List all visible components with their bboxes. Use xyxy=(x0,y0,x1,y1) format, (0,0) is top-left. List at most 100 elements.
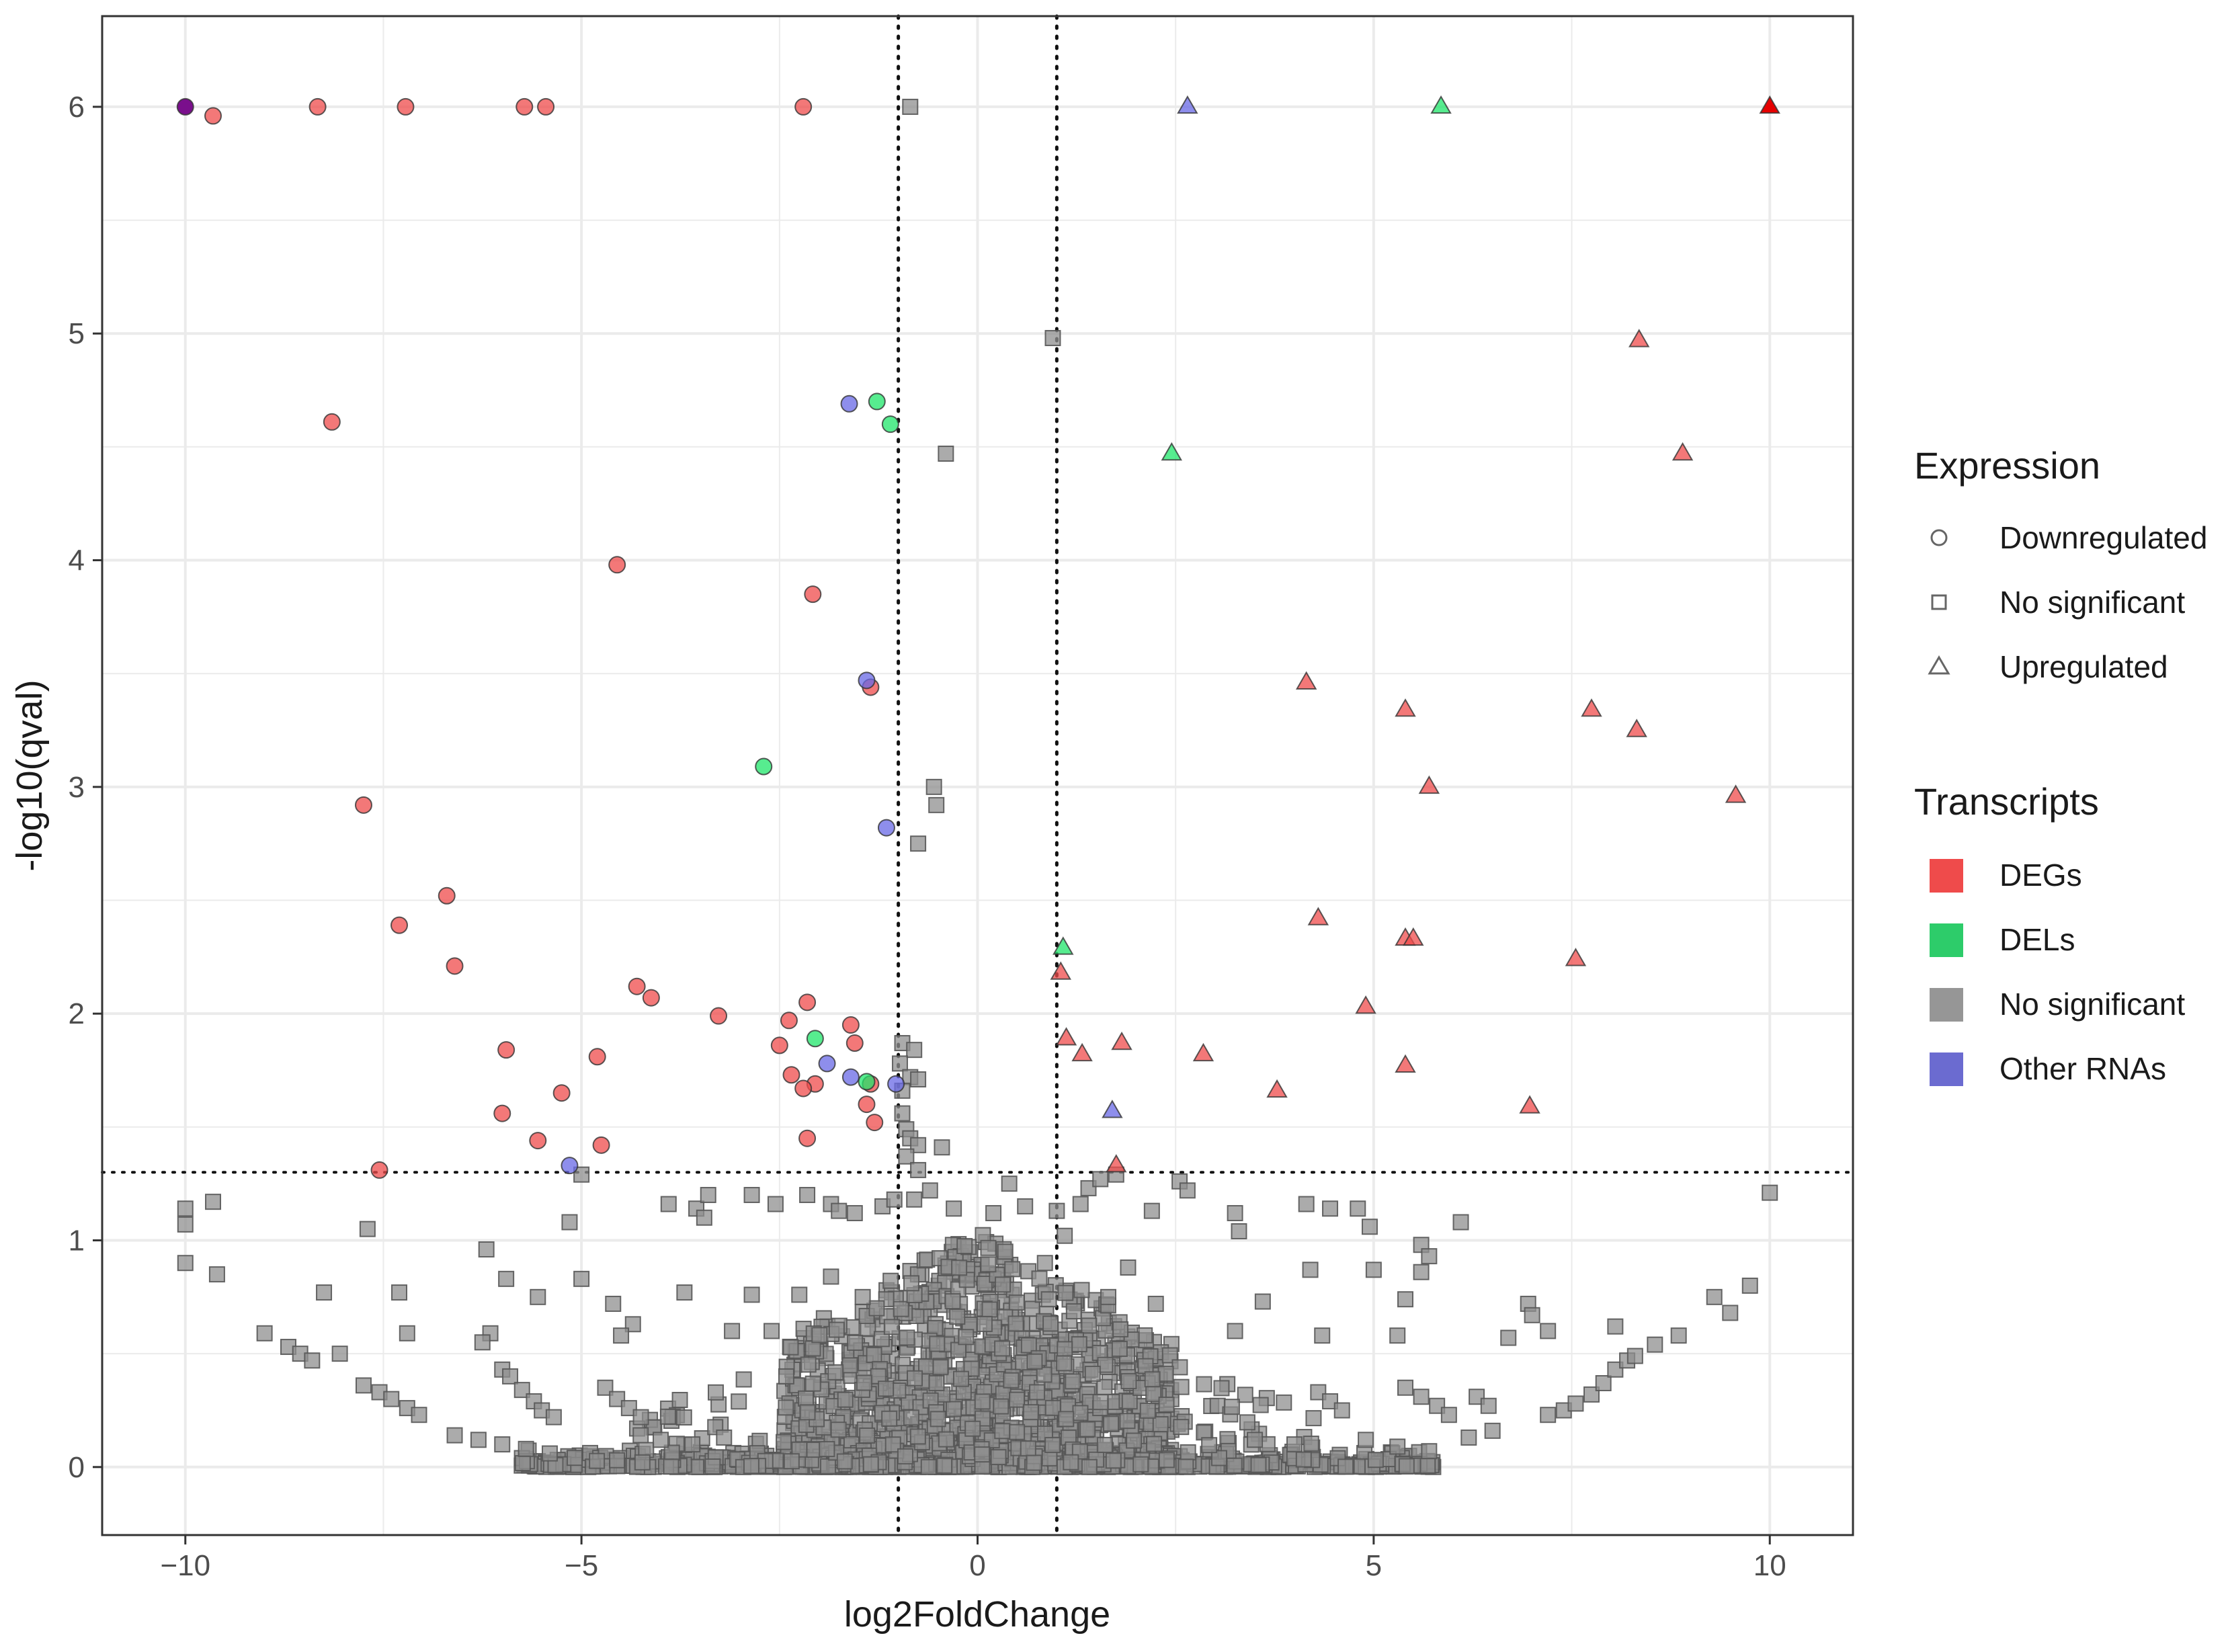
no-significant-point xyxy=(573,1270,590,1287)
no-significant-point xyxy=(1252,1397,1269,1413)
no-significant-point xyxy=(1247,1432,1264,1448)
upregulated-point xyxy=(1759,95,1780,114)
no-significant-point xyxy=(952,1370,969,1387)
no-significant-point xyxy=(696,1209,712,1226)
no-significant-point xyxy=(1158,1452,1175,1469)
no-significant-point xyxy=(541,1445,558,1462)
no-significant-point xyxy=(949,1309,966,1325)
no-significant-point xyxy=(731,1393,747,1410)
no-significant-point xyxy=(1065,1373,1081,1390)
upregulated-point xyxy=(1725,784,1747,803)
downregulated-point xyxy=(806,1030,824,1048)
no-significant-point xyxy=(304,1352,321,1369)
no-significant-point xyxy=(1171,1359,1188,1376)
no-significant-point xyxy=(1044,329,1061,346)
no-significant-point xyxy=(494,1436,511,1453)
no-significant-point xyxy=(938,1431,954,1448)
downregulated-point xyxy=(561,1157,579,1175)
downregulated-point xyxy=(841,1016,860,1034)
no-significant-point xyxy=(567,1450,583,1467)
downregulated-point xyxy=(798,993,817,1011)
no-significant-point xyxy=(1020,1440,1036,1457)
no-significant-point xyxy=(716,1429,733,1446)
no-significant-point xyxy=(1254,1293,1271,1310)
downregulated-point xyxy=(588,1048,606,1066)
no-significant-point xyxy=(177,1255,194,1272)
legend: Expression Downregulated No significant Upr… xyxy=(1914,444,2207,1086)
downregulated-point xyxy=(782,1066,800,1084)
no-significant-point xyxy=(1460,1429,1477,1446)
no-significant-point xyxy=(836,1453,853,1470)
no-significant-point xyxy=(928,796,945,813)
no-significant-point xyxy=(902,98,919,115)
no-significant-point xyxy=(883,1319,900,1335)
no-significant-point xyxy=(609,1452,626,1469)
no-significant-point xyxy=(1250,1456,1267,1473)
upregulated-point xyxy=(1071,1042,1093,1062)
downregulated-point xyxy=(710,1007,728,1025)
no-significant-point xyxy=(1500,1329,1517,1346)
upregulated-point xyxy=(1102,1100,1123,1118)
no-significant-point xyxy=(1079,1421,1096,1438)
no-significant-point xyxy=(589,1452,606,1469)
no-significant-point xyxy=(1440,1407,1457,1423)
no-significant-point xyxy=(980,1239,997,1256)
no-significant-point xyxy=(1322,1200,1339,1217)
downregulated-point xyxy=(868,393,886,411)
no-significant-point xyxy=(1231,1223,1247,1239)
no-significant-point xyxy=(513,1382,530,1399)
y-tick-label: 3 xyxy=(69,771,85,804)
no-significant-point xyxy=(1180,1444,1196,1460)
no-significant-point xyxy=(1178,1458,1194,1475)
no-significant-point xyxy=(1413,1264,1430,1280)
no-significant-point xyxy=(1469,1389,1485,1405)
no-significant-point xyxy=(1008,1294,1025,1311)
no-significant-point xyxy=(1036,1255,1053,1272)
no-significant-point xyxy=(632,1427,649,1444)
no-significant-point xyxy=(910,1137,927,1153)
downregulated-point xyxy=(515,97,534,116)
no-significant-point xyxy=(910,835,927,852)
no-significant-point xyxy=(1567,1395,1584,1412)
no-significant-point xyxy=(256,1325,273,1341)
upregulated-point xyxy=(1111,1031,1132,1050)
no-significant-point xyxy=(1333,1402,1350,1419)
no-significant-point xyxy=(1003,1372,1020,1389)
downregulated-point xyxy=(845,1034,864,1052)
no-significant-point xyxy=(1413,1389,1430,1405)
downregulated-point xyxy=(804,585,822,604)
upregulated-point xyxy=(1055,1027,1077,1046)
downregulated-point xyxy=(592,1136,610,1154)
downregulated-point xyxy=(628,977,646,995)
no-significant-point xyxy=(1029,1384,1046,1401)
legend-color-key xyxy=(1930,923,1963,957)
upregulated-point xyxy=(1581,698,1602,717)
no-significant-point xyxy=(1524,1307,1540,1323)
no-significant-point xyxy=(1286,1436,1303,1453)
no-significant-point xyxy=(1072,1405,1089,1421)
no-significant-point xyxy=(1540,1323,1557,1339)
no-significant-point xyxy=(704,1458,721,1475)
no-significant-point xyxy=(1452,1214,1469,1231)
no-significant-point xyxy=(1057,1227,1073,1244)
no-significant-point xyxy=(827,1364,844,1380)
no-significant-point xyxy=(893,1300,909,1317)
no-significant-point xyxy=(1081,1458,1098,1475)
no-significant-point xyxy=(561,1214,578,1231)
upregulated-point xyxy=(1519,1095,1540,1114)
no-significant-point xyxy=(502,1368,519,1385)
no-significant-point xyxy=(976,1276,993,1292)
y-tick-label: 6 xyxy=(69,91,85,124)
no-significant-point xyxy=(399,1325,415,1341)
no-significant-point xyxy=(993,1398,1009,1415)
no-significant-point xyxy=(921,1182,938,1199)
no-significant-point xyxy=(1361,1219,1378,1235)
no-significant-point xyxy=(1365,1262,1382,1278)
no-significant-point xyxy=(208,1266,225,1283)
no-significant-point xyxy=(1020,1337,1037,1354)
no-significant-point xyxy=(1389,1438,1406,1455)
no-significant-point xyxy=(1314,1327,1331,1344)
y-tick-label: 5 xyxy=(69,317,85,350)
no-significant-point xyxy=(930,1411,946,1428)
legend-label: Other RNAs xyxy=(1999,1051,2166,1086)
